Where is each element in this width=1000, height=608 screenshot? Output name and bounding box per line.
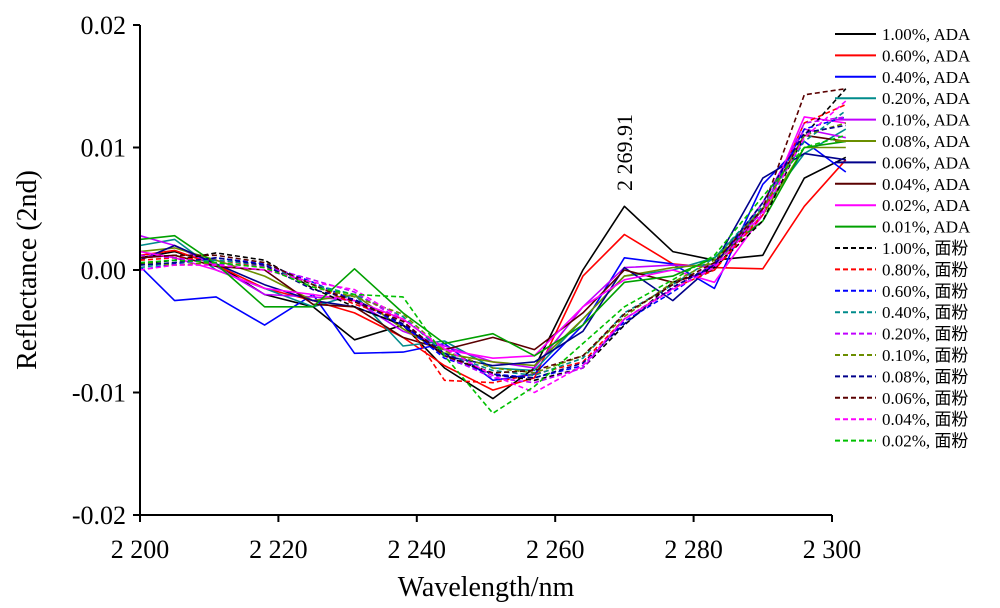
legend-label: 0.20%, ADA <box>882 89 971 108</box>
legend-label: 1.00%, 面粉 <box>882 239 968 258</box>
series-line-18 <box>139 87 846 374</box>
legend-label: 0.06%, ADA <box>882 153 971 172</box>
legend-label: 0.20%, 面粉 <box>882 325 968 344</box>
series-line-14 <box>139 110 847 377</box>
series-line-12 <box>139 103 847 384</box>
y-tick-label: -0.02 <box>72 501 126 530</box>
series-line-20 <box>139 134 847 415</box>
legend-label: 0.04%, 面粉 <box>882 410 968 429</box>
legend-label: 0.40%, 面粉 <box>882 303 968 322</box>
x-tick-label: 2 300 <box>803 535 862 564</box>
legend-label: 0.80%, 面粉 <box>882 260 968 279</box>
series-line-2 <box>139 159 847 391</box>
series-line-19 <box>139 100 847 394</box>
legend-label: 1.00%, ADA <box>882 25 971 44</box>
legend-label: 0.60%, ADA <box>882 46 971 65</box>
x-tick-label: 2 260 <box>526 535 585 564</box>
series-line-17 <box>139 124 846 379</box>
y-tick-label: 0.00 <box>81 256 127 285</box>
x-axis-ticks: 2 200 2 220 2 240 2 260 2 280 2 300 <box>111 515 862 564</box>
series-line-9 <box>139 116 846 360</box>
y-tick-label: -0.01 <box>72 379 126 408</box>
y-axis-ticks: 0.02 0.01 0.00 -0.01 -0.02 <box>72 11 140 530</box>
legend-label: 0.02%, ADA <box>882 196 971 215</box>
series-line-8 <box>139 134 846 351</box>
plot-area <box>139 87 847 415</box>
y-axis-title: Reflectance (2nd) <box>12 170 43 370</box>
legend-label: 0.06%, 面粉 <box>882 389 968 408</box>
legend-label: 0.40%, ADA <box>882 68 971 87</box>
legend-label: 0.10%, ADA <box>882 111 971 130</box>
x-tick-label: 2 200 <box>111 535 170 564</box>
series-line-3 <box>139 140 847 382</box>
series-line-10 <box>139 140 846 357</box>
y-tick-label: 0.02 <box>81 11 127 40</box>
legend-label: 0.60%, 面粉 <box>882 282 968 301</box>
legend-label: 0.08%, 面粉 <box>882 367 968 386</box>
x-axis-title: Wavelength/nm <box>398 572 575 603</box>
legend-label: 0.08%, ADA <box>882 132 971 151</box>
x-tick-label: 2 220 <box>249 535 308 564</box>
series-line-6 <box>139 146 846 367</box>
legend-label: 0.04%, ADA <box>882 175 971 194</box>
legend-label: 0.01%, ADA <box>882 218 971 237</box>
legend-label: 0.02%, 面粉 <box>882 432 968 451</box>
x-tick-label: 2 280 <box>664 535 723 564</box>
legend-label: 0.10%, 面粉 <box>882 346 968 365</box>
x-tick-label: 2 240 <box>388 535 447 564</box>
y-tick-label: 0.01 <box>81 134 127 163</box>
series-line-15 <box>139 116 846 384</box>
series-line-5 <box>139 128 846 369</box>
peak-annotation: 2 269.91 <box>612 114 637 191</box>
legend: 1.00%, ADA 0.60%, ADA 0.40%, ADA 0.20%, ADA… <box>835 25 971 451</box>
